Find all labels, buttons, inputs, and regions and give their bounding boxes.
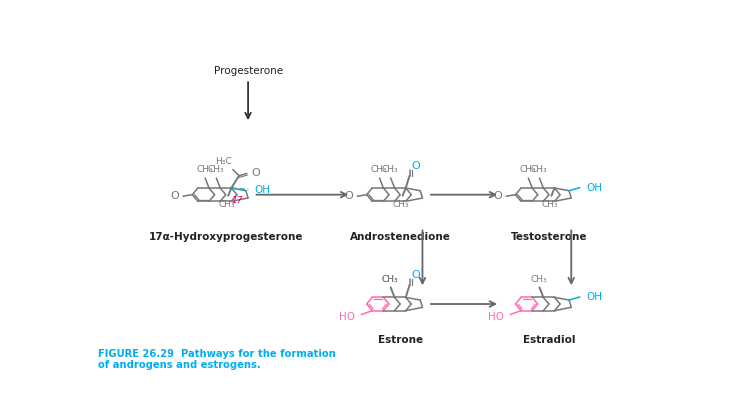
Text: CH₃: CH₃ xyxy=(382,165,398,174)
Text: O: O xyxy=(411,270,420,280)
Text: CH₃: CH₃ xyxy=(371,165,387,174)
Text: HO: HO xyxy=(488,312,504,322)
Text: Progesterone: Progesterone xyxy=(213,67,283,77)
Text: CH₃: CH₃ xyxy=(219,200,235,208)
Text: HO: HO xyxy=(339,312,355,322)
Text: O: O xyxy=(411,161,420,171)
Text: CH₃: CH₃ xyxy=(519,165,536,174)
Text: CH₃: CH₃ xyxy=(382,275,398,284)
Text: CH₃: CH₃ xyxy=(196,165,213,174)
Text: CH₃: CH₃ xyxy=(531,275,547,284)
Text: Androstenedione: Androstenedione xyxy=(349,232,450,242)
Text: CH₃: CH₃ xyxy=(542,200,558,208)
Text: Estrone: Estrone xyxy=(378,335,423,345)
Text: Testosterone: Testosterone xyxy=(511,232,587,242)
Text: O: O xyxy=(493,191,502,201)
Text: CH₃: CH₃ xyxy=(531,165,547,174)
Text: OH: OH xyxy=(586,183,602,193)
Text: CH₃: CH₃ xyxy=(382,275,398,284)
Text: FIGURE 26.29  Pathways for the formation
of androgens and estrogens.: FIGURE 26.29 Pathways for the formation … xyxy=(97,349,336,370)
Text: CH₃: CH₃ xyxy=(207,165,224,174)
Text: OH: OH xyxy=(586,292,602,302)
Text: H₃C: H₃C xyxy=(215,158,231,166)
Text: O: O xyxy=(345,191,354,201)
Text: 17α-Hydroxyprogesterone: 17α-Hydroxyprogesterone xyxy=(148,232,303,242)
Text: O: O xyxy=(251,168,260,178)
Text: CH₃: CH₃ xyxy=(393,200,409,208)
Text: OH: OH xyxy=(254,185,270,195)
Text: Estradiol: Estradiol xyxy=(523,335,575,345)
Text: 17: 17 xyxy=(232,196,243,205)
Text: O: O xyxy=(170,191,179,201)
